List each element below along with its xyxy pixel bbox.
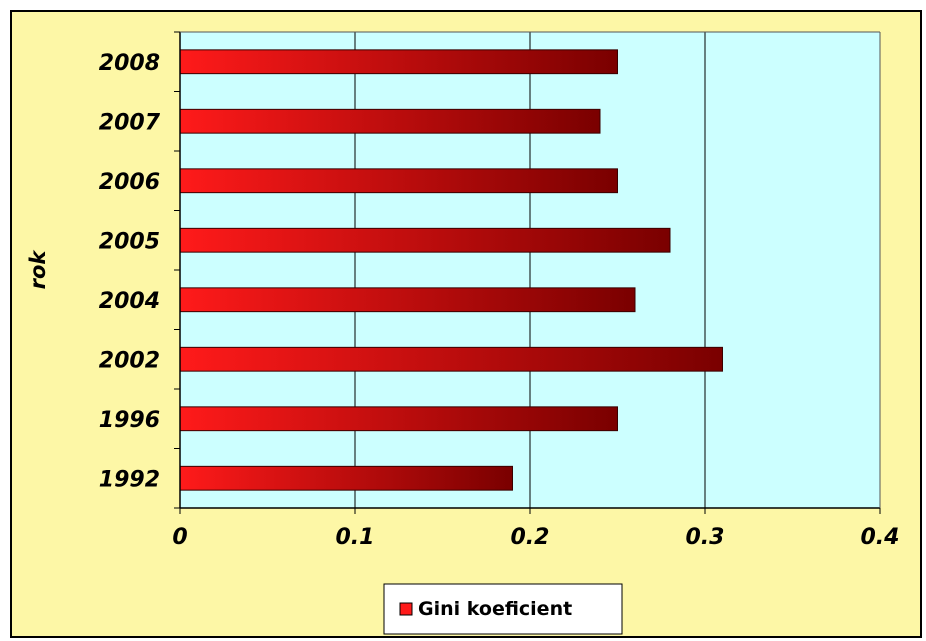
x-tick-label: 0.2 [511,525,550,550]
x-tick-label: 0.1 [336,525,375,550]
bar-1996 [179,406,618,432]
x-tick-label: 0 [172,525,187,550]
bar-2006 [179,168,618,194]
legend-label-gini: Gini koeficient [418,598,572,620]
y-tick-label-2005: 2005 [99,229,160,254]
y-tick-label-2004: 2004 [99,289,160,314]
bar-2002 [179,346,723,372]
y-tick-label-2007: 2007 [99,110,161,135]
y-tick-label-2002: 2002 [99,348,160,373]
bars [179,49,723,491]
bar-2008 [179,49,618,75]
y-tick-label-2006: 2006 [99,170,160,195]
bar-2007 [179,108,601,134]
chart-frame: 2008 2007 2006 2005 2004 2002 1996 1992 0 0.1 0.2… [10,10,922,638]
gini-bar-chart: 2008 2007 2006 2005 2004 2002 1996 1992 0 0.1 0.2… [12,12,920,636]
y-tick-label-1996: 1996 [99,408,160,433]
axes [174,31,881,514]
bar-2005 [179,227,671,253]
bar-1992 [179,465,513,491]
y-axis-title: rok [26,249,50,290]
x-tick-label: 0.4 [861,525,900,550]
bar-2004 [179,287,636,313]
legend: Gini koeficient [383,583,623,635]
y-tick-label-2008: 2008 [99,51,160,76]
x-tick-labels: 0 0.1 0.2 0.3 0.4 [172,525,899,550]
legend-swatch-gini [399,602,413,616]
y-tick-labels: 2008 2007 2006 2005 2004 2002 1996 1992 [99,51,161,493]
x-tick-label: 0.3 [686,525,725,550]
legend-box [383,583,623,635]
y-tick-label-1992: 1992 [99,467,160,492]
